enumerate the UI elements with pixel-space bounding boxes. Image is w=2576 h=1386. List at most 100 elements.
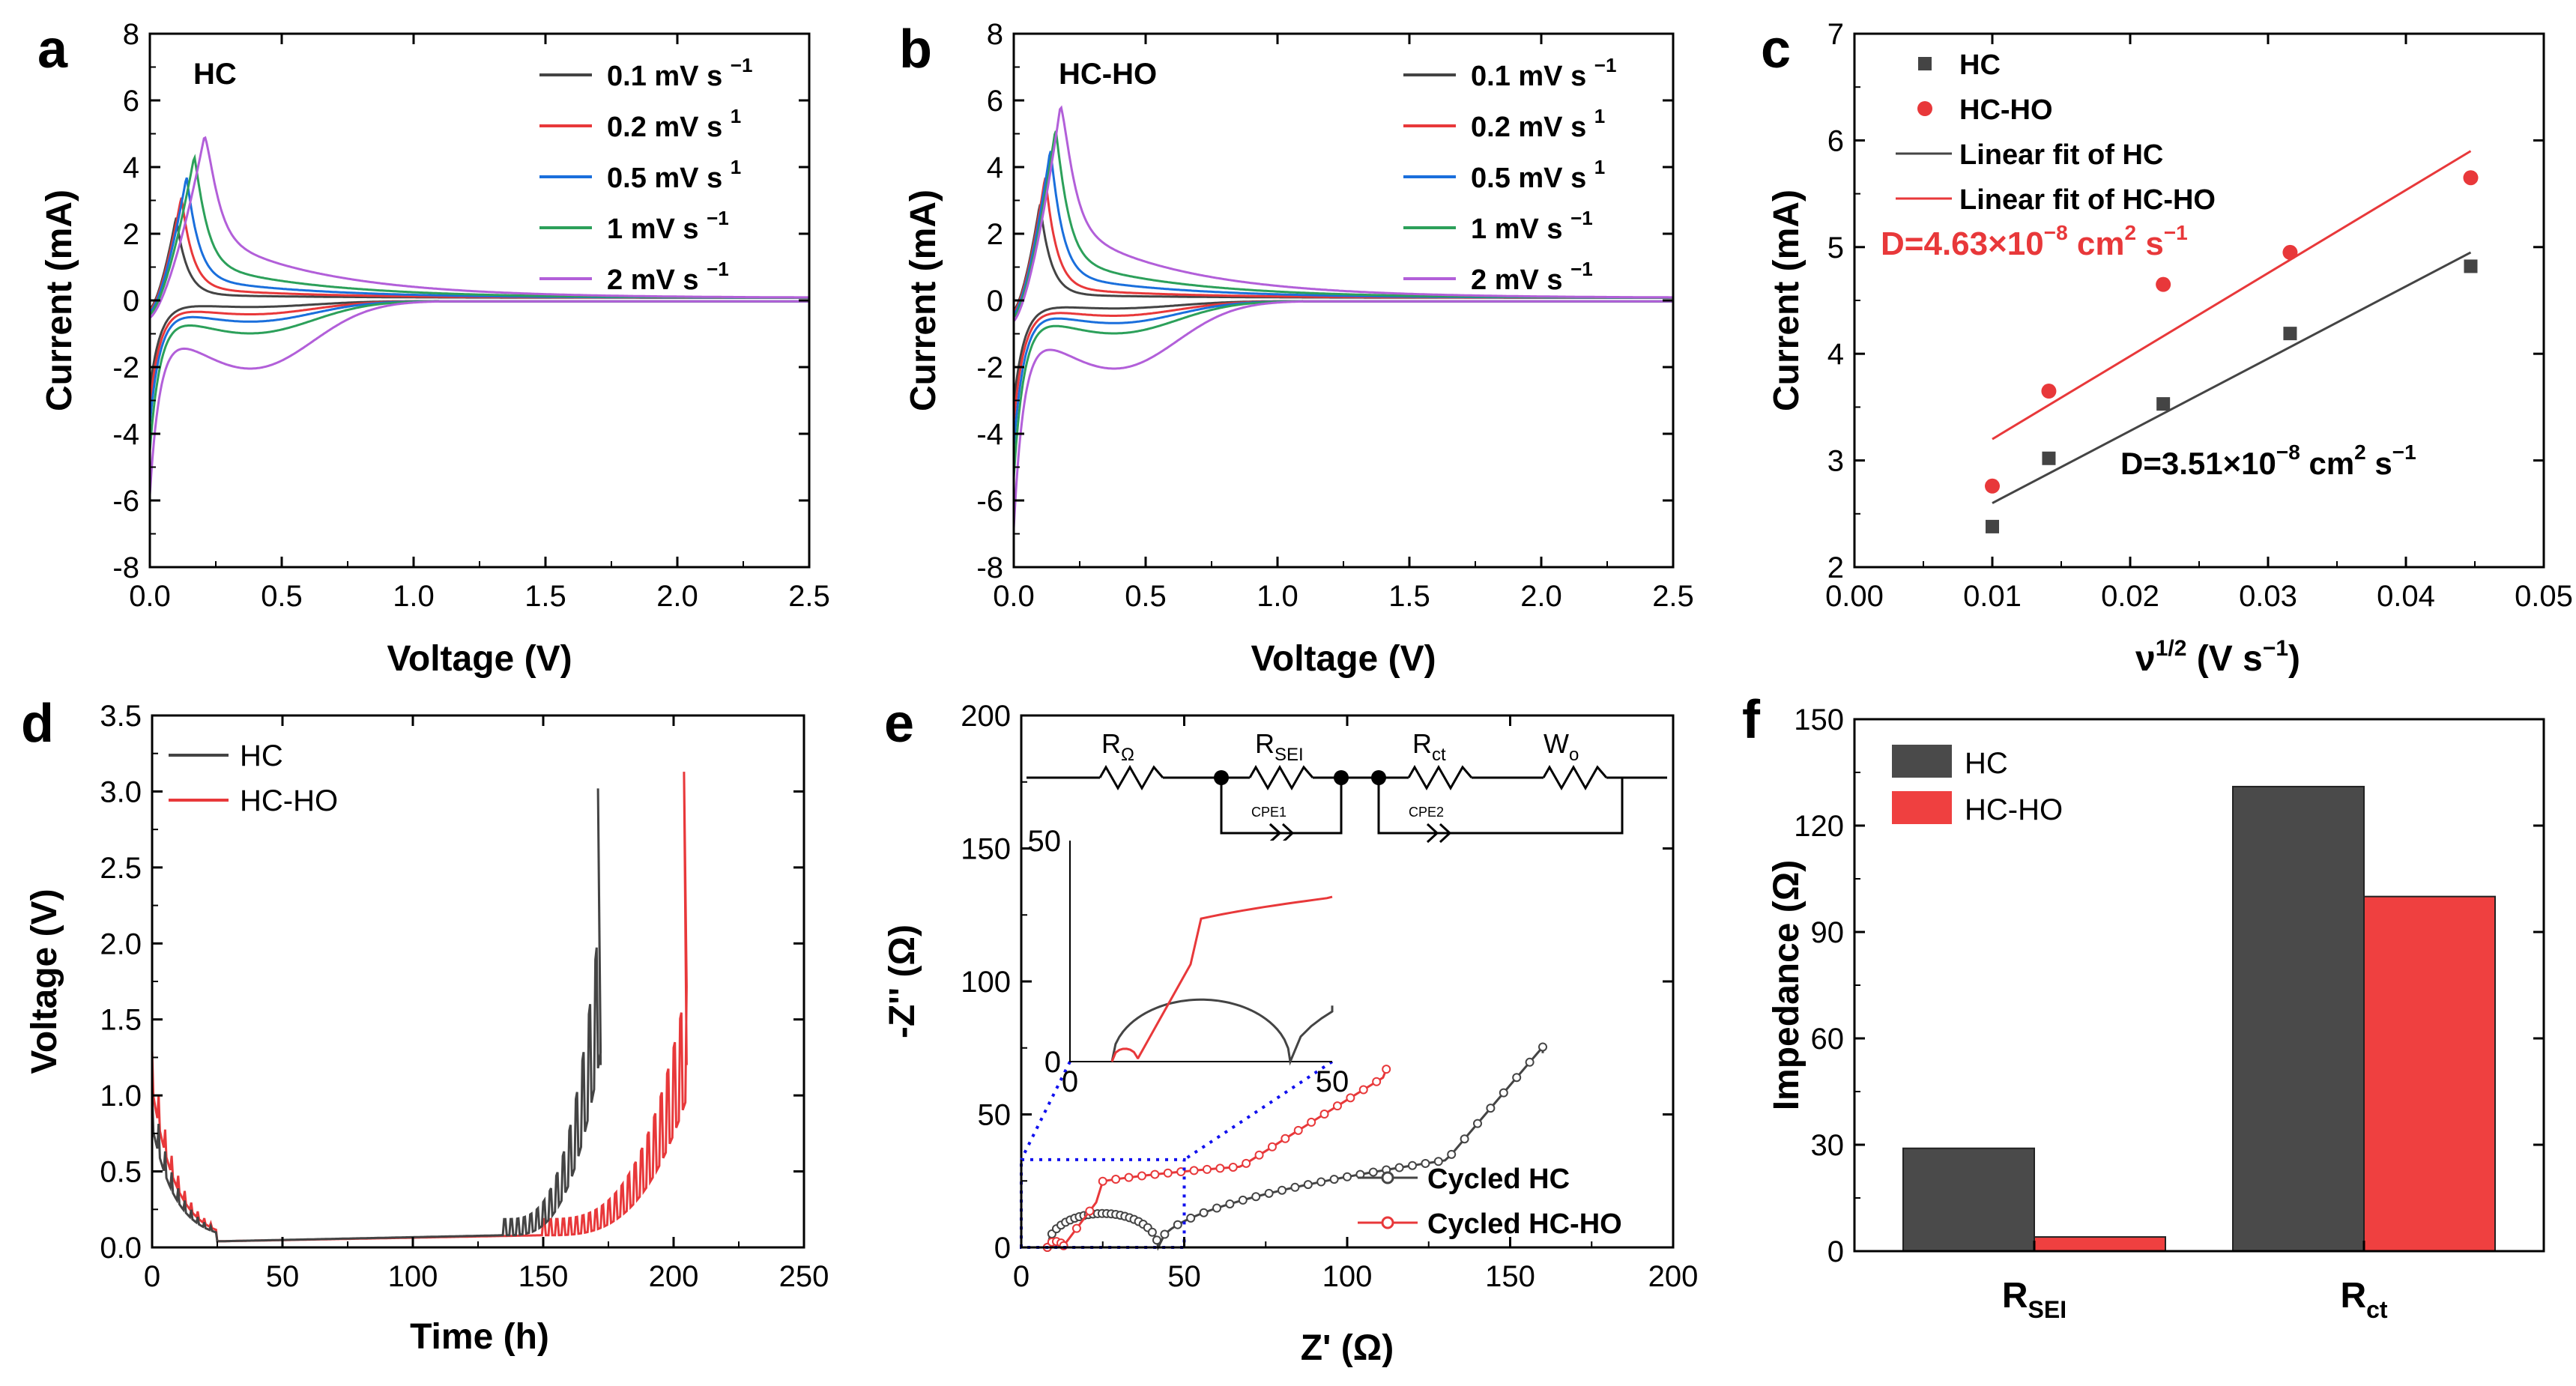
panel-e-ylabel: -Z'' (Ω) xyxy=(883,924,922,1038)
nyquist-point xyxy=(1225,1199,1235,1208)
y-tick-label: 0.5 xyxy=(100,1156,142,1189)
panel-b-legend: 0.1 mV s −1 0.2 mV s 1 0.5 mV s 1 1 mV s −1… xyxy=(1403,54,1616,296)
nyquist-point xyxy=(1212,1203,1221,1213)
bar-HC-R_ct xyxy=(2232,785,2365,1252)
nyquist-point xyxy=(1525,1057,1535,1067)
panel-d-curves xyxy=(151,772,688,1243)
x-tick-label: 0.0 xyxy=(993,580,1035,613)
nyquist-point xyxy=(1512,1073,1522,1083)
panel-a-sample-label: HC xyxy=(193,58,237,91)
y-tick-label: 8 xyxy=(123,18,139,51)
panel-letter-f: f xyxy=(1742,690,1761,750)
inset-y-tick-label: 50 xyxy=(1028,825,1062,858)
panel-f-ticks: 0 30 60 90 120 150 xyxy=(1794,703,2544,1268)
panel-e-ticks: 0 50 100 150 200 0 50 100 150 200 xyxy=(961,700,1698,1293)
zoom-connector xyxy=(1020,1061,1071,1160)
nyquist-point xyxy=(1238,1195,1248,1205)
nyquist-point xyxy=(1163,1168,1173,1178)
legend-label: 1 mV s −1 xyxy=(1471,207,1593,245)
inset-curve-HC-HO xyxy=(1110,895,1333,1062)
panel-e: e 0 50 100 150 200 0 50 100 150 200 Z' (Ω) -Z'' (… xyxy=(883,694,1698,1368)
x-tick-label: 0 xyxy=(144,1260,160,1293)
panel-c-ylabel: Current (mA) xyxy=(1767,190,1806,411)
nyquist-point xyxy=(1343,1172,1352,1181)
y-tick-label: 100 xyxy=(961,966,1011,999)
nyquist-point xyxy=(1486,1104,1496,1113)
nyquist-point xyxy=(1124,1172,1134,1182)
y-tick-label: -8 xyxy=(976,551,1003,584)
nyquist-point xyxy=(1394,1163,1404,1172)
panel-a-frame xyxy=(148,32,811,569)
x-tick-label: 1.0 xyxy=(1257,580,1298,613)
annotation-exp: −8 xyxy=(2276,441,2300,464)
panel-c-ticks: 0.00 0.01 0.02 0.03 0.04 0.05 2 3 4 5 6 7 xyxy=(1825,18,2573,613)
y-tick-label: 0 xyxy=(994,1232,1011,1265)
y-tick-label: 90 xyxy=(1811,916,1845,949)
voltage-trace-HC xyxy=(151,788,602,1243)
panel-f-bars: RSEI Rct xyxy=(1902,785,2496,1323)
panel-a-ticks: 0.0 0.5 1.0 1.5 2.0 2.5 -8 -6 -4 -2 0 2 4 6 8 xyxy=(112,18,829,613)
nyquist-point xyxy=(1319,1110,1329,1119)
y-tick-label: 2.5 xyxy=(100,852,142,885)
nyquist-point xyxy=(1538,1042,1547,1052)
annotation-unit-exp: 2 xyxy=(2125,221,2137,244)
x-tick-label: 0 xyxy=(1013,1260,1030,1293)
resistor-r-omega-zigzag xyxy=(1098,764,1164,791)
panel-c-red-annotation: D=4.63×10−8 cm2 s−1 xyxy=(1881,221,2188,262)
inset-axes xyxy=(1069,841,1332,1062)
panel-c-plot xyxy=(1985,150,2479,533)
x-tick-label: 0.03 xyxy=(2239,580,2297,613)
nyquist-point xyxy=(1281,1134,1290,1143)
y-tick-label: 2 xyxy=(123,218,139,251)
nyquist-point xyxy=(1421,1158,1430,1168)
x-tick-label: 2.0 xyxy=(1520,580,1562,613)
fit-line-HC xyxy=(1992,251,2472,504)
point-HC xyxy=(2156,397,2171,411)
nyquist-point xyxy=(1071,1223,1081,1233)
x-tick-label: 2.5 xyxy=(1652,580,1694,613)
annotation-unit-cm: cm xyxy=(2309,446,2354,481)
nyquist-point xyxy=(1215,1163,1225,1173)
x-tick-label: 250 xyxy=(779,1260,829,1293)
x-tick-label: 0.00 xyxy=(1825,580,1884,613)
cpe1-chevrons xyxy=(1269,823,1295,844)
panel-b-ylabel: Current (mA) xyxy=(904,190,943,411)
y-tick-label: -2 xyxy=(976,351,1003,384)
resistor-r-ct xyxy=(1407,764,1473,791)
resistor-r-sei xyxy=(1248,764,1314,791)
x-tick-label: 0.04 xyxy=(2377,580,2435,613)
legend-label: 2 mV s −1 xyxy=(1471,258,1593,296)
nyquist-point xyxy=(1433,1157,1443,1166)
y-tick-label: 5 xyxy=(1827,231,1844,264)
nyquist-point xyxy=(1278,1185,1287,1195)
y-tick-label: 3.0 xyxy=(100,775,142,808)
x-tick-label: 0.02 xyxy=(2101,580,2159,613)
y-tick-label: 3 xyxy=(1827,445,1844,478)
legend-label: HC xyxy=(240,739,283,772)
panel-d-ylabel: Voltage (V) xyxy=(25,889,64,1074)
point-HC xyxy=(1986,519,1999,533)
x-tick-label: 50 xyxy=(266,1260,300,1293)
nyquist-point xyxy=(1189,1166,1199,1175)
x-tick-label: 100 xyxy=(1322,1260,1373,1293)
y-tick-label: 60 xyxy=(1811,1023,1845,1056)
nyquist-point xyxy=(1382,1065,1391,1074)
bar-HC-HO-R_SEI xyxy=(2034,1236,2166,1252)
y-tick-label: 4 xyxy=(987,151,1003,184)
panel-e-inset: 0 50 0 50 xyxy=(1020,825,1349,1161)
nyquist-point xyxy=(1408,1160,1417,1170)
nyquist-point xyxy=(1254,1150,1264,1160)
x-tick-label: 0.0 xyxy=(129,580,171,613)
legend-label: 0.5 mV s 1 xyxy=(1471,156,1605,194)
nyquist-point xyxy=(1267,1142,1277,1152)
nyquist-point xyxy=(1460,1134,1469,1144)
y-tick-label: 150 xyxy=(961,833,1011,866)
panel-e-legend: Cycled HC Cycled HC-HO xyxy=(1358,1163,1622,1240)
nyquist-point xyxy=(1251,1192,1261,1202)
y-tick-label: 6 xyxy=(1827,124,1844,157)
x-tick-label: 0.01 xyxy=(1963,580,2022,613)
nyquist-point xyxy=(1152,1235,1161,1245)
zoom-box xyxy=(1020,1157,1186,1249)
nyquist-point xyxy=(1307,1117,1316,1127)
inset-curve-HC xyxy=(1110,998,1334,1066)
